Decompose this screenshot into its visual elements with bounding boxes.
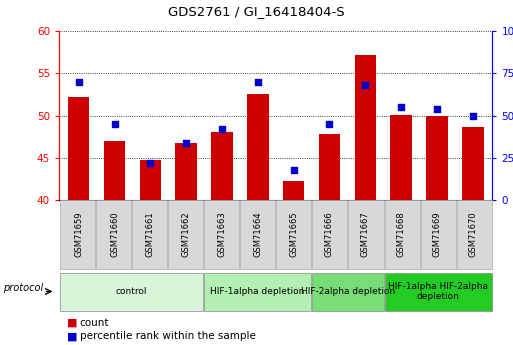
Text: percentile rank within the sample: percentile rank within the sample [80, 332, 255, 341]
Bar [283, 181, 304, 200]
Bar [390, 115, 412, 200]
Point [361, 82, 369, 88]
Text: HIF-1alpha depletion: HIF-1alpha depletion [210, 287, 305, 296]
Point [397, 104, 405, 110]
Text: GSM71668: GSM71668 [397, 212, 406, 257]
Bar [426, 116, 448, 200]
Text: GSM71662: GSM71662 [182, 212, 191, 257]
Point [289, 167, 298, 172]
Text: GSM71670: GSM71670 [468, 212, 477, 257]
Text: GSM71666: GSM71666 [325, 212, 334, 257]
Text: GSM71659: GSM71659 [74, 212, 83, 257]
Text: HIF-2alpha depletion: HIF-2alpha depletion [301, 287, 395, 296]
Bar [319, 134, 340, 200]
Point [218, 126, 226, 132]
Text: ■: ■ [67, 318, 77, 327]
Text: GSM71663: GSM71663 [218, 212, 227, 257]
Point [254, 79, 262, 85]
Point [182, 140, 190, 145]
Bar [68, 97, 89, 200]
Text: GSM71661: GSM71661 [146, 212, 155, 257]
Text: GSM71669: GSM71669 [432, 212, 442, 257]
Bar [354, 55, 376, 200]
Text: GSM71660: GSM71660 [110, 212, 119, 257]
Text: GDS2761 / GI_16418404-S: GDS2761 / GI_16418404-S [168, 5, 345, 18]
Point [433, 106, 441, 111]
Text: control: control [115, 287, 147, 296]
Bar [175, 144, 197, 200]
Bar [462, 127, 484, 200]
Point [110, 121, 119, 127]
Text: protocol: protocol [3, 283, 43, 293]
Text: count: count [80, 318, 109, 327]
Bar [211, 132, 233, 200]
Text: GSM71665: GSM71665 [289, 212, 298, 257]
Text: GSM71667: GSM71667 [361, 212, 370, 257]
Bar [140, 159, 161, 200]
Point [74, 79, 83, 85]
Text: HIF-1alpha HIF-2alpha
depletion: HIF-1alpha HIF-2alpha depletion [388, 282, 488, 301]
Bar [247, 95, 269, 200]
Point [469, 113, 477, 118]
Point [146, 160, 154, 166]
Point [325, 121, 333, 127]
Text: ■: ■ [67, 332, 77, 341]
Text: GSM71664: GSM71664 [253, 212, 262, 257]
Bar [104, 141, 125, 200]
